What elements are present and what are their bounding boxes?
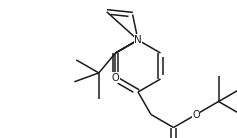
Text: O: O <box>192 110 200 120</box>
Text: O: O <box>112 73 119 83</box>
Text: N: N <box>134 35 142 45</box>
